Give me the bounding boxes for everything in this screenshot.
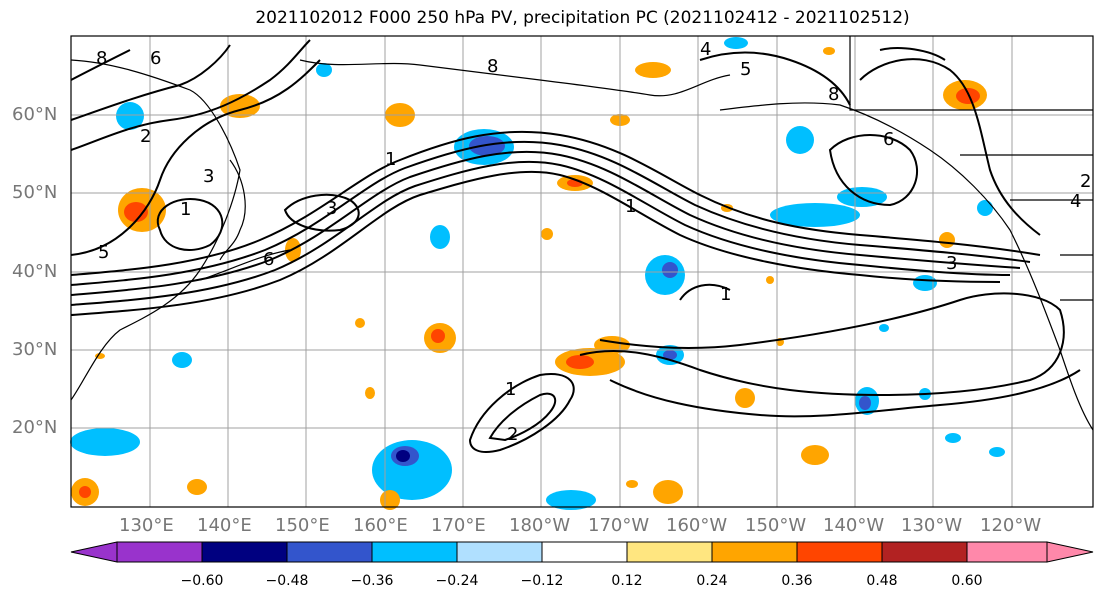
- contour-label: 3: [946, 253, 957, 274]
- lon-label: 170°E: [431, 515, 486, 536]
- contour-label: 2: [140, 126, 151, 147]
- colorbar-bin: [881, 541, 968, 563]
- colorbar-tick-label: 0.60: [951, 573, 983, 589]
- map-frame: [70, 35, 1094, 508]
- colorbar-bin: [541, 541, 628, 563]
- map-title: 2021102012 F000 250 hPa PV, precipitatio…: [255, 8, 910, 28]
- colorbar-tick-label: −0.24: [435, 573, 479, 589]
- contour-label: 6: [150, 48, 161, 69]
- colorbar-bin: [371, 541, 458, 563]
- colorbar-tick-label: 0.24: [696, 573, 728, 589]
- contour-label: 1: [505, 379, 516, 400]
- pv-contours: [70, 39, 1081, 453]
- lon-label: 180°W: [509, 515, 571, 536]
- graticule: [71, 36, 1093, 507]
- colorbar-over-triangle: [1046, 541, 1094, 563]
- colorbar-tick-label: −0.36: [350, 573, 394, 589]
- lat-label: 20°N: [12, 417, 58, 438]
- contour-label: 2: [1080, 171, 1091, 192]
- colorbar-tick-label: −0.60: [180, 573, 224, 589]
- colorbar-bin: [711, 541, 798, 563]
- contour-label: 3: [326, 198, 337, 219]
- lat-label: 30°N: [12, 339, 58, 360]
- lat-label: 40°N: [12, 261, 58, 282]
- lon-label: 150°W: [745, 515, 807, 536]
- lat-label: 50°N: [12, 182, 58, 203]
- colorbar-bin: [201, 541, 288, 563]
- lon-label: 150°E: [275, 515, 330, 536]
- contour-label: 4: [700, 39, 711, 60]
- colorbar-bin: [626, 541, 713, 563]
- contour-labels: 8 6 4 2 3 1 5 8 1 3 6 2 1 8 6 4 3 2 1 5 …: [96, 39, 1091, 445]
- contour-label: 4: [1070, 191, 1081, 212]
- contour-label: 8: [487, 56, 498, 77]
- colorbar-bin: [286, 541, 373, 563]
- colorbar-tick-label: 0.48: [866, 573, 898, 589]
- contour-label: 5: [740, 59, 751, 80]
- colorbar-under-triangle: [70, 541, 118, 563]
- contour-label: 6: [883, 129, 894, 150]
- colorbar-tick-label: 0.12: [611, 573, 643, 589]
- lon-label: 170°W: [588, 515, 650, 536]
- contour-label: 5: [98, 242, 109, 263]
- colorbar: [70, 541, 1094, 563]
- lon-label: 120°W: [980, 515, 1042, 536]
- colorbar-bin: [796, 541, 883, 563]
- lon-label: 160°E: [353, 515, 408, 536]
- contour-label: 8: [96, 48, 107, 69]
- colorbar-bin: [116, 541, 203, 563]
- colorbar-bin: [456, 541, 543, 563]
- lat-label: 60°N: [12, 104, 58, 125]
- contour-label: 1: [625, 196, 636, 217]
- contour-label: 3: [203, 166, 214, 187]
- contour-label: 1: [180, 199, 191, 220]
- contour-label: 8: [828, 84, 839, 105]
- lon-label: 160°W: [666, 515, 728, 536]
- contour-label: 1: [720, 284, 731, 305]
- colorbar-tick-label: −0.12: [520, 573, 564, 589]
- lon-label: 140°E: [197, 515, 252, 536]
- contour-label: 6: [263, 249, 274, 270]
- lon-label: 140°W: [823, 515, 885, 536]
- contour-label: 2: [507, 424, 518, 445]
- lon-label: 130°W: [901, 515, 963, 536]
- colorbar-tick-label: 0.36: [781, 573, 813, 589]
- colorbar-bin: [966, 541, 1048, 563]
- colorbar-tick-label: −0.48: [265, 573, 309, 589]
- lon-label: 130°E: [119, 515, 174, 536]
- contour-label: 1: [385, 149, 396, 170]
